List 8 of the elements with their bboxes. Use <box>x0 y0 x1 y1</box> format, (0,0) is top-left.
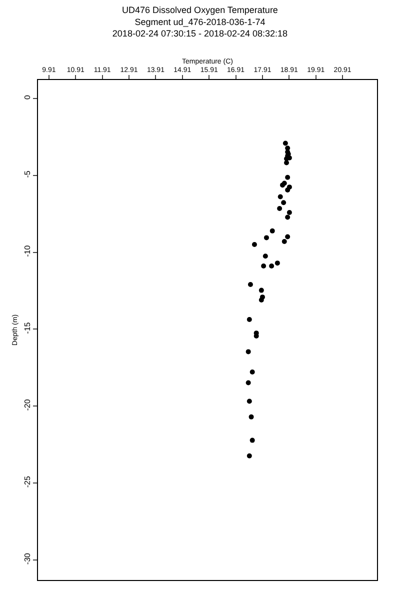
y-tick-label: -30 <box>22 552 32 565</box>
y-tick-label: -25 <box>22 476 32 488</box>
y-tick-label: 0 <box>22 94 32 100</box>
y-tick-label: -20 <box>22 398 32 411</box>
chart-title: UD476 Dissolved Oxygen Temperature Segment ud_476-2018-036-1-74 2018-02-24 07:30:15 - 2018-02-24 08:32:18 <box>112 5 288 39</box>
y-tick-label: -5 <box>22 170 32 178</box>
y-tick-label: -15 <box>22 322 32 334</box>
y-tick-label: -10 <box>22 244 32 257</box>
